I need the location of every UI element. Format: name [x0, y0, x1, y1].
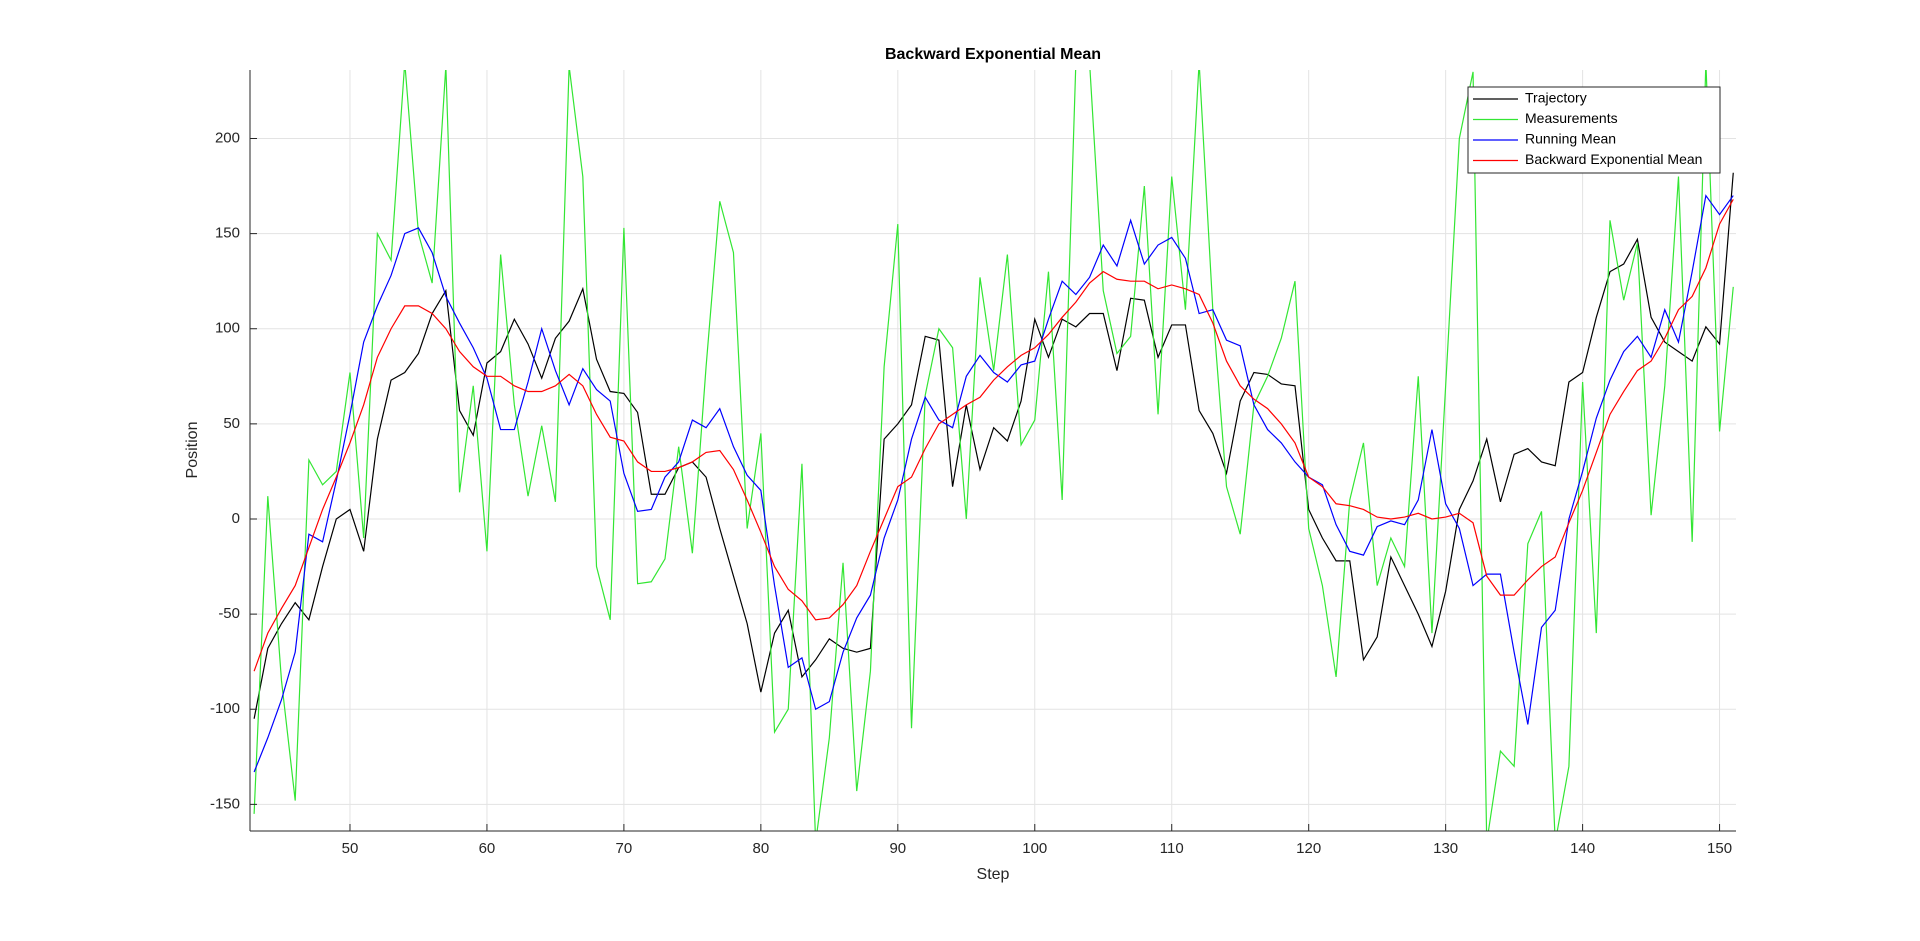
y-tick-label: 150	[215, 225, 240, 242]
plot-area	[253, 70, 1734, 831]
legend-box	[1467, 86, 1721, 174]
x-tick-label: 100	[1022, 840, 1047, 857]
series-line	[253, 70, 1734, 831]
x-tick-label: 120	[1296, 840, 1321, 857]
x-tick-label: 130	[1433, 840, 1458, 857]
y-tick-label: 0	[232, 510, 240, 527]
y-tick-label: 200	[215, 129, 240, 146]
y-tick-label: 50	[223, 415, 240, 432]
x-tick-label: 70	[616, 840, 633, 857]
x-tick-label: 90	[889, 840, 906, 857]
y-tick-label: -100	[210, 700, 240, 717]
legend-label: Trajectory	[1525, 90, 1587, 106]
x-axis-label: Step	[977, 866, 1010, 883]
chart-title: Backward Exponential Mean	[885, 46, 1101, 63]
x-tick-label: 110	[1160, 840, 1184, 857]
legend: Trajectory Measurements Running Mean Backwa…	[1467, 86, 1721, 174]
legend-label: Running Mean	[1525, 131, 1616, 147]
x-tick-label: 150	[1707, 840, 1732, 857]
y-tick-label: -150	[210, 795, 240, 812]
series-line	[253, 199, 1734, 672]
series-line	[253, 172, 1734, 719]
x-tick-label: 60	[479, 840, 496, 857]
y-axis-label: Position	[184, 422, 201, 479]
series-line	[253, 194, 1734, 773]
grid	[250, 70, 1736, 831]
legend-label: Measurements	[1525, 110, 1618, 126]
legend-label: Backward Exponential Mean	[1525, 151, 1702, 167]
axes: 50 60 70 80 90 100 110 120 130 140 150 -150 -100 -50 0…	[210, 70, 1736, 857]
y-tick-label: -50	[218, 605, 240, 622]
y-tick-label: 100	[215, 320, 240, 337]
x-tick-label: 80	[753, 840, 770, 857]
x-tick-label: 140	[1570, 840, 1595, 857]
x-tick-label: 50	[342, 840, 359, 857]
